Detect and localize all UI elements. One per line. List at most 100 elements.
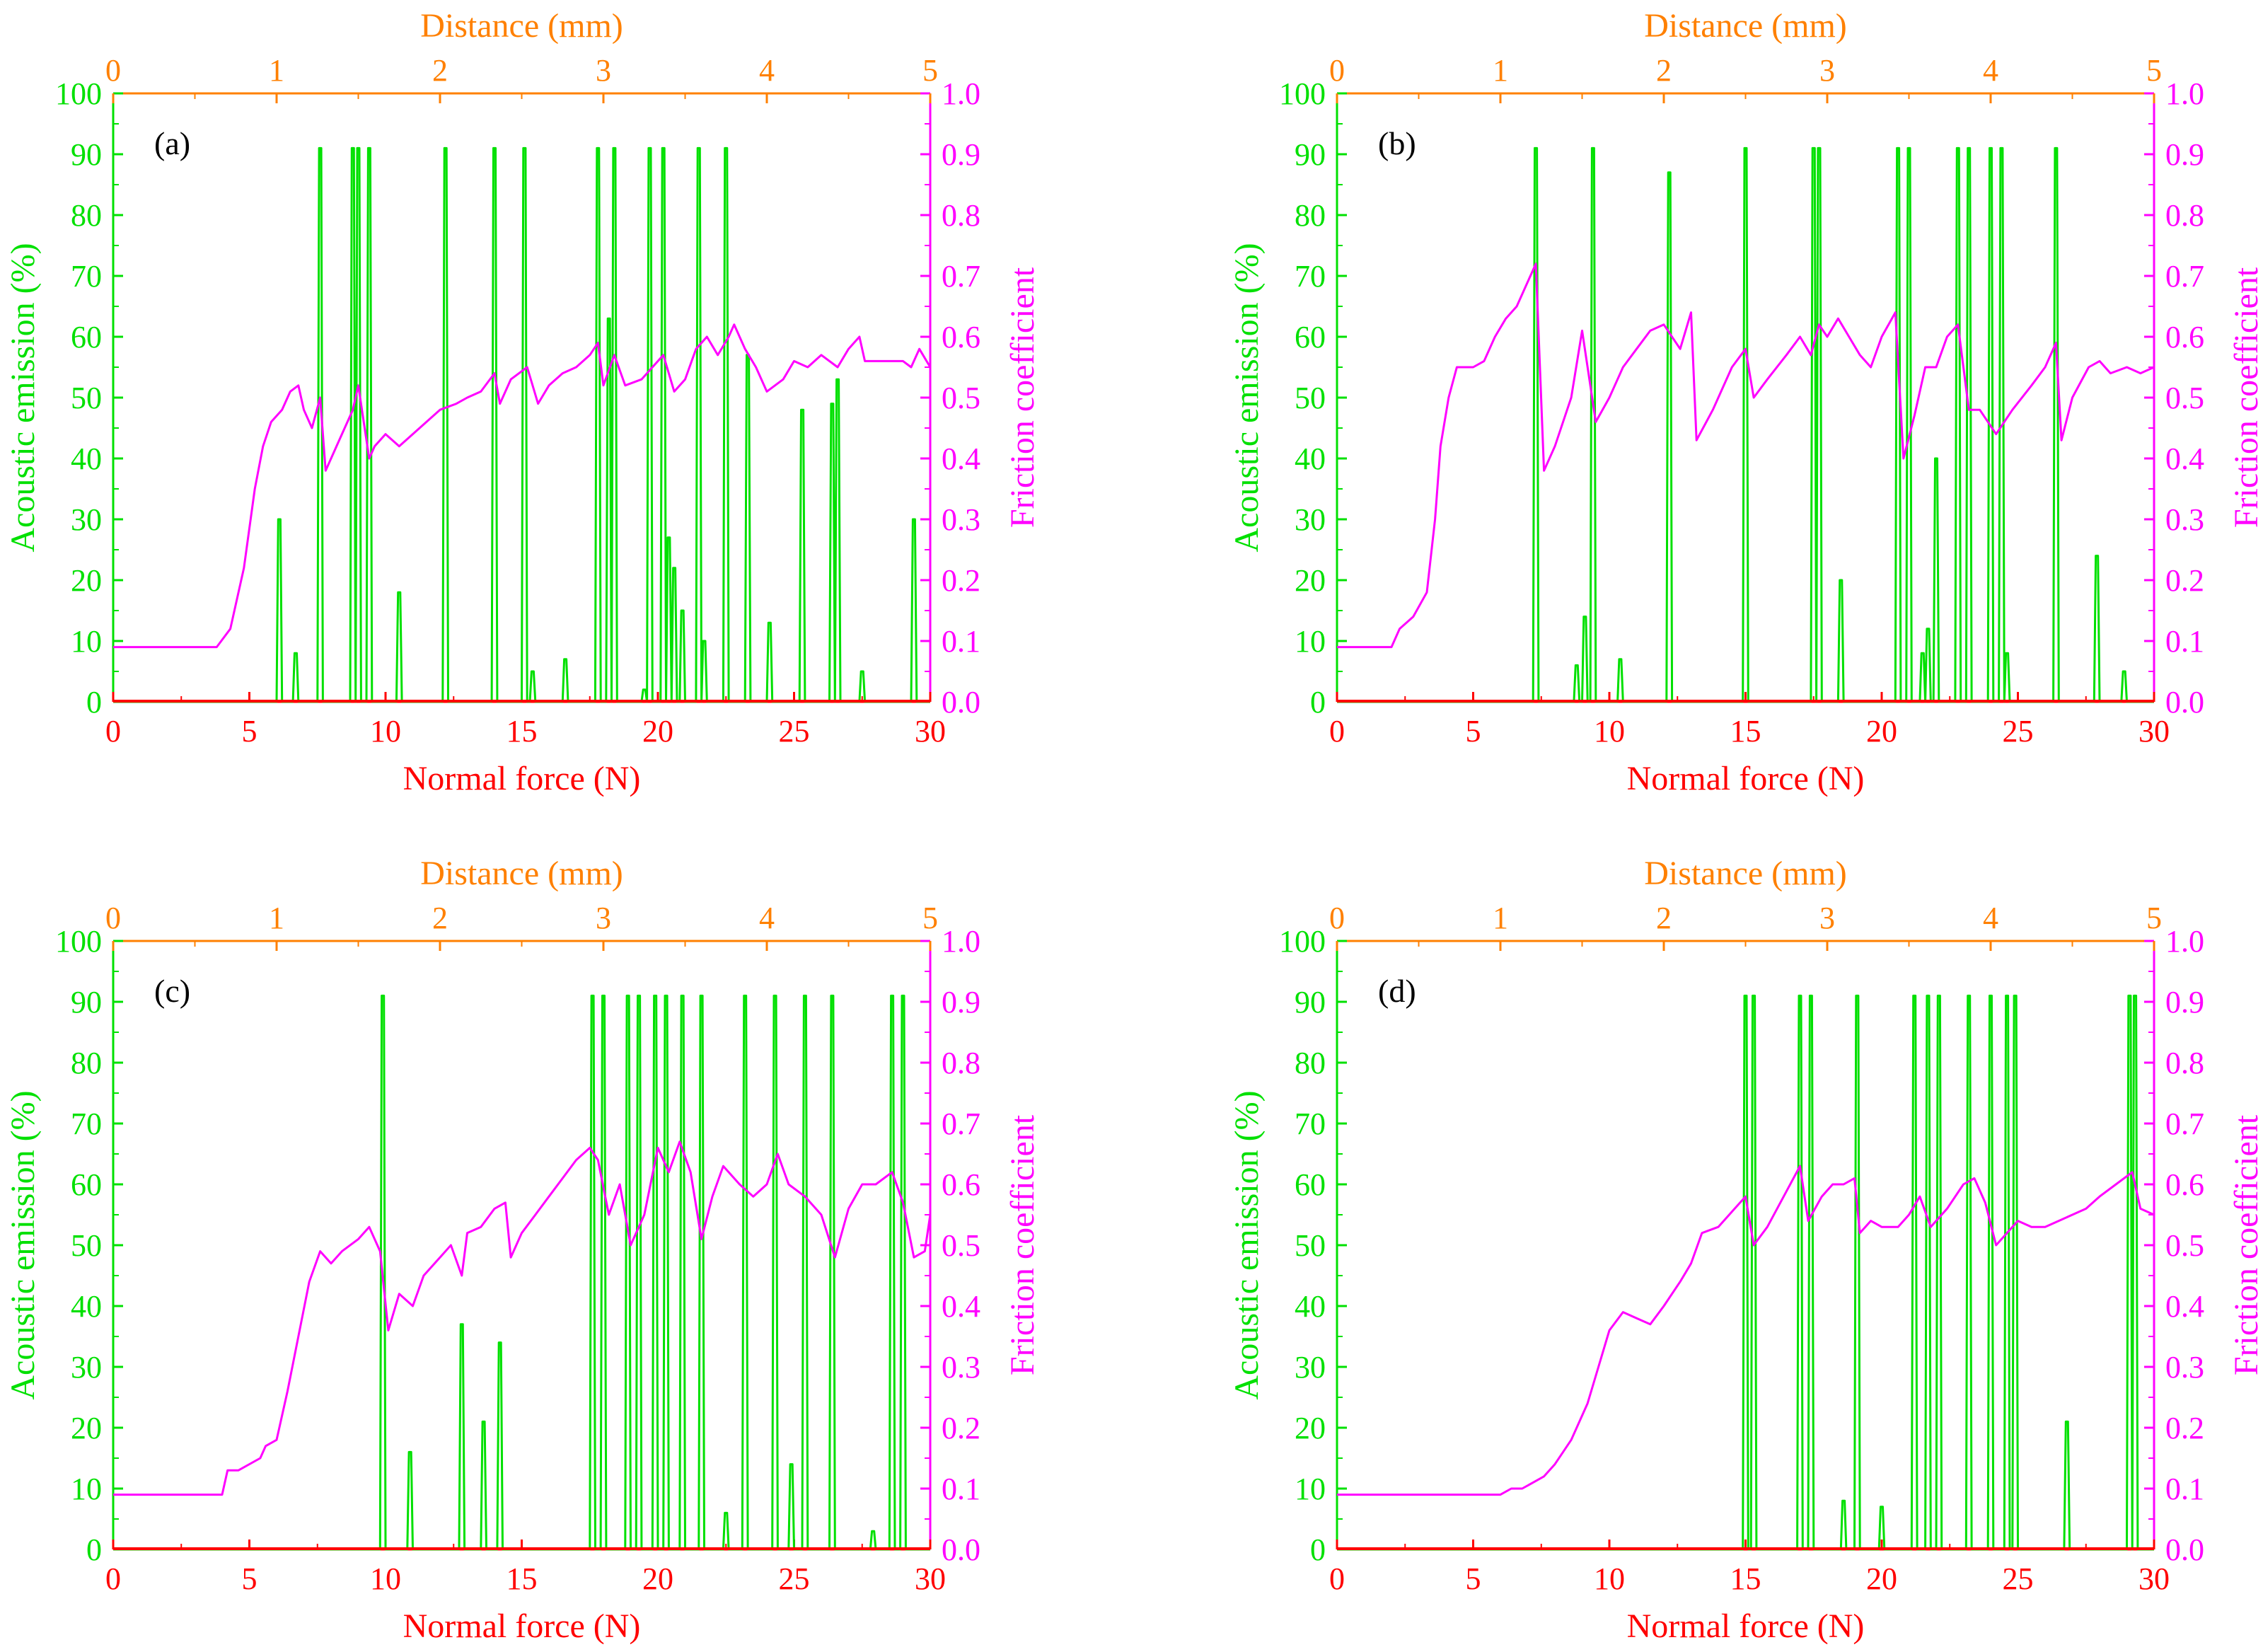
right-tick-label: 0.5 [2165,381,2204,415]
right-tick-label: 0.2 [942,1411,980,1445]
left-tick-label: 60 [1295,320,1326,354]
left-tick-label: 70 [1295,1107,1326,1141]
left-tick-label: 40 [1295,441,1326,476]
right-tick-label: 0.5 [2165,1228,2204,1263]
right-tick-label: 0.5 [942,1228,980,1263]
left-tick-label: 50 [1295,381,1326,415]
acoustic-emission-line [1337,146,2154,703]
bottom-tick-label: 30 [915,714,946,749]
right-tick-label: 0.0 [2165,1532,2204,1567]
left-tick-label: 60 [71,1167,102,1202]
right-tick-label: 0.5 [942,381,980,415]
top-tick-label: 1 [1493,53,1508,88]
top-tick-label: 5 [922,53,938,88]
acoustic-emission-line [113,146,930,703]
top-tick-label: 4 [1983,901,1998,935]
right-tick-label: 0.9 [2165,985,2204,1019]
left-tick-label: 20 [71,563,102,598]
top-tick-label: 0 [1329,901,1345,935]
right-tick-label: 0.9 [942,985,980,1019]
friction-coefficient-line [113,1140,932,1496]
y2-axis-title: Friction coefficient [1004,1114,1041,1375]
bottom-tick-label: 25 [2003,714,2034,749]
left-tick-label: 20 [1295,1411,1326,1445]
right-tick-label: 0.1 [2165,1472,2204,1506]
bottom-tick-label: 0 [105,714,121,749]
left-tick-label: 30 [71,502,102,537]
bottom-tick-label: 30 [2138,1561,2170,1596]
x-axis-title: Normal force (N) [1627,1607,1865,1645]
right-tick-label: 0.0 [2165,685,2204,720]
right-tick-label: 0.4 [2165,1289,2204,1324]
acoustic-emission-line [113,994,930,1551]
right-tick-label: 1.0 [942,924,980,959]
right-tick-label: 0.7 [2165,259,2204,294]
right-tick-label: 0.8 [942,198,980,233]
top-tick-label: 3 [1819,53,1835,88]
left-tick-label: 100 [1279,76,1326,111]
friction-coefficient-line [1337,1165,2155,1496]
bottom-tick-label: 20 [1866,1561,1897,1596]
left-tick-label: 0 [86,685,102,720]
left-tick-label: 20 [71,1411,102,1445]
left-tick-label: 70 [71,259,102,294]
left-tick-label: 10 [71,624,102,659]
top-tick-label: 0 [1329,53,1345,88]
top-tick-label: 1 [269,53,284,88]
right-tick-label: 1.0 [942,76,980,111]
bottom-tick-label: 0 [105,1561,121,1596]
top-tick-label: 3 [596,53,611,88]
left-tick-label: 80 [1295,1046,1326,1080]
left-tick-label: 10 [1295,624,1326,659]
bottom-tick-label: 20 [1866,714,1897,749]
right-tick-label: 0.6 [942,1167,980,1202]
bottom-tick-label: 30 [915,1561,946,1596]
right-tick-label: 0.7 [2165,1107,2204,1141]
right-tick-label: 1.0 [2165,924,2204,959]
top-tick-label: 0 [105,53,121,88]
bottom-tick-label: 25 [2003,1561,2034,1596]
top-tick-label: 5 [2146,53,2162,88]
left-tick-label: 90 [71,137,102,172]
top-tick-label: 5 [2146,901,2162,935]
top-tick-label: 5 [922,901,938,935]
top-tick-label: 2 [1656,901,1672,935]
left-tick-label: 30 [1295,1350,1326,1385]
panel-label: (a) [154,125,190,161]
right-tick-label: 0.0 [942,685,980,720]
right-tick-label: 0.6 [2165,320,2204,354]
top-tick-label: 4 [759,53,775,88]
acoustic-emission-line [1337,994,2154,1551]
right-tick-label: 0.8 [2165,198,2204,233]
right-tick-label: 0.7 [942,259,980,294]
top-tick-label: 4 [1983,53,1998,88]
right-tick-label: 0.4 [942,441,980,476]
friction-coefficient-line [1337,262,2155,649]
left-tick-label: 30 [1295,502,1326,537]
top-tick-label: 2 [432,901,448,935]
left-tick-label: 60 [71,320,102,354]
bottom-tick-label: 25 [779,1561,810,1596]
bottom-tick-label: 20 [642,714,673,749]
bottom-tick-label: 10 [370,714,401,749]
left-tick-label: 40 [1295,1289,1326,1324]
left-tick-label: 0 [1310,1532,1326,1567]
bottom-tick-label: 10 [1594,1561,1625,1596]
left-tick-label: 50 [71,1228,102,1263]
panel-c: 01020304050607080901000.00.10.20.30.40.5… [4,855,1041,1645]
bottom-tick-label: 10 [1594,714,1625,749]
y-axis-title: Acoustic emission (%) [1228,243,1266,552]
left-tick-label: 50 [1295,1228,1326,1263]
bottom-tick-label: 10 [370,1561,401,1596]
right-tick-label: 0.8 [2165,1046,2204,1080]
bottom-tick-label: 15 [507,1561,538,1596]
y2-axis-title: Friction coefficient [2228,1114,2263,1375]
bottom-tick-label: 0 [1329,1561,1345,1596]
panel-d: 01020304050607080901000.00.10.20.30.40.5… [1228,855,2263,1645]
y-axis-title: Acoustic emission (%) [4,243,42,552]
right-tick-label: 1.0 [2165,76,2204,111]
bottom-tick-label: 15 [1730,1561,1761,1596]
left-tick-label: 90 [1295,137,1326,172]
left-tick-label: 90 [71,985,102,1019]
right-tick-label: 0.1 [942,1472,980,1506]
